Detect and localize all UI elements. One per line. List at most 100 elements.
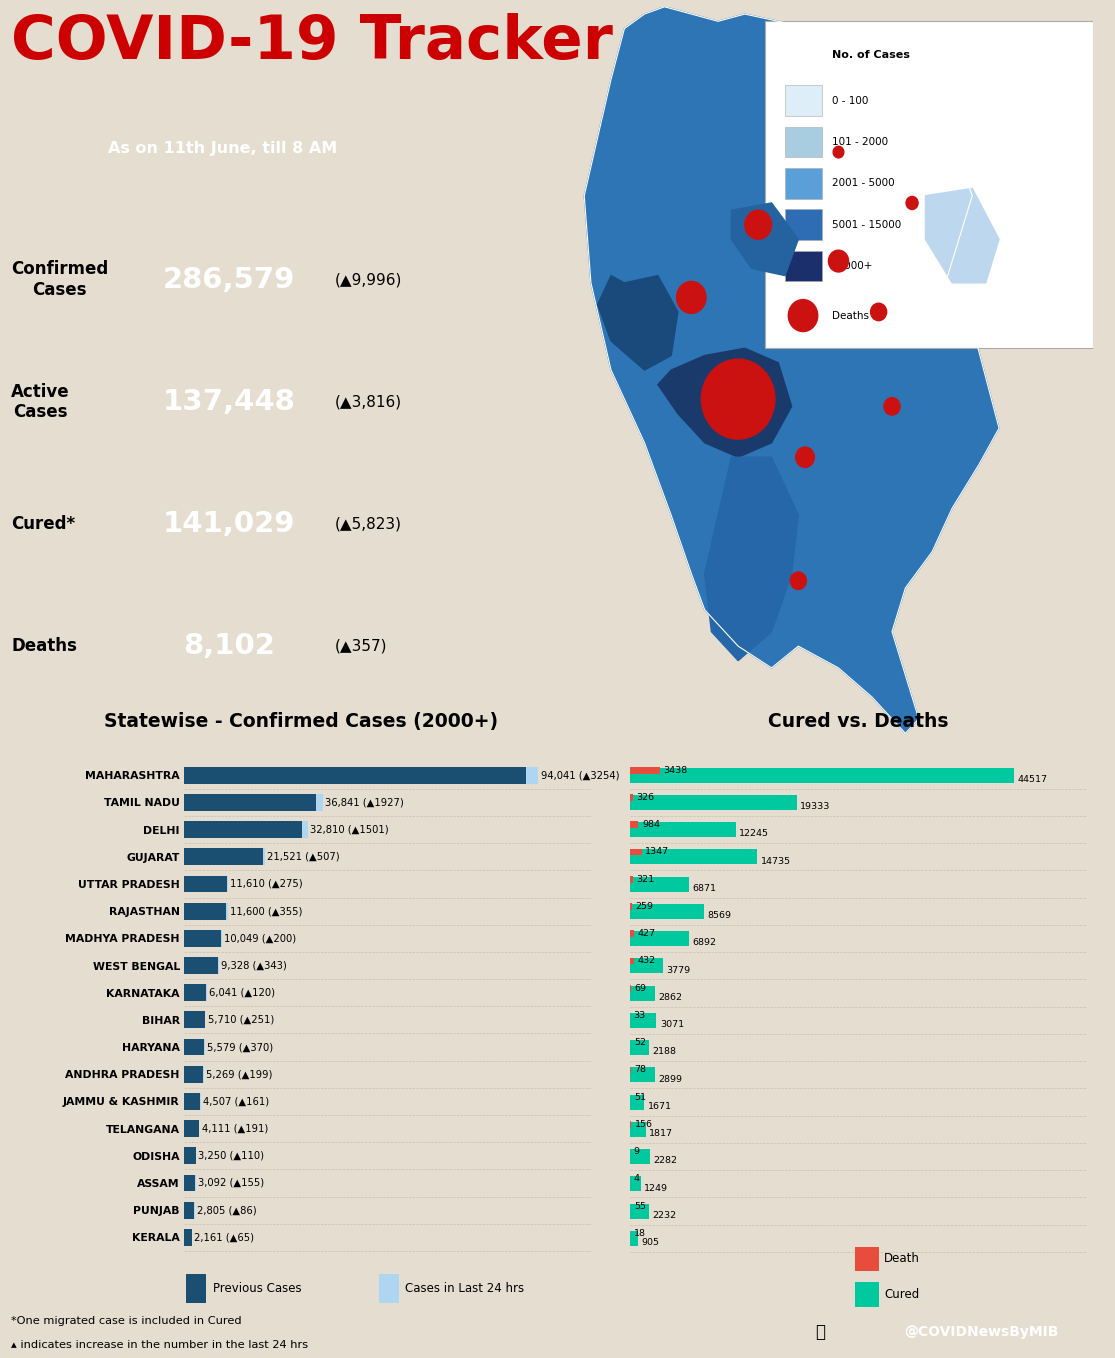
Text: ▴ indicates increase in the number in the last 24 hrs: ▴ indicates increase in the number in th… <box>11 1340 308 1350</box>
Bar <box>184 1093 201 1109</box>
Bar <box>630 957 633 964</box>
Bar <box>184 1066 203 1082</box>
Polygon shape <box>658 348 792 458</box>
Text: 5001 - 15000: 5001 - 15000 <box>832 220 901 230</box>
Text: 1671: 1671 <box>648 1101 672 1111</box>
Bar <box>379 1274 399 1304</box>
Bar <box>184 1175 195 1191</box>
Bar <box>630 767 660 774</box>
Polygon shape <box>705 458 798 660</box>
Text: (▲9,996): (▲9,996) <box>334 272 401 288</box>
Bar <box>630 822 639 828</box>
Text: 2188: 2188 <box>652 1047 677 1057</box>
Text: Cured: Cured <box>884 1287 920 1301</box>
Text: 9,328 (▲343): 9,328 (▲343) <box>222 960 288 971</box>
Text: 6,041 (▲120): 6,041 (▲120) <box>209 987 275 998</box>
Bar <box>785 168 822 198</box>
Text: (▲5,823): (▲5,823) <box>334 516 401 532</box>
Bar <box>184 930 221 947</box>
Bar <box>785 251 822 281</box>
Text: 2899: 2899 <box>659 1074 682 1084</box>
Bar <box>302 822 308 838</box>
Bar <box>184 957 217 974</box>
Bar <box>630 849 757 864</box>
Bar <box>630 794 797 809</box>
Text: Active
Cases: Active Cases <box>11 383 70 421</box>
Circle shape <box>833 147 844 158</box>
Bar <box>184 822 302 838</box>
Bar <box>630 1176 641 1191</box>
Text: COVID-19 Tracker: COVID-19 Tracker <box>11 14 613 72</box>
Bar <box>630 1230 638 1245</box>
Text: 15000+: 15000+ <box>832 261 873 272</box>
Bar <box>184 767 526 784</box>
Text: 2,161 (▲65): 2,161 (▲65) <box>194 1232 254 1243</box>
Text: 5,579 (▲370): 5,579 (▲370) <box>207 1042 273 1052</box>
FancyBboxPatch shape <box>765 22 1093 348</box>
Text: Death: Death <box>884 1252 920 1266</box>
Bar <box>630 876 632 883</box>
Text: Confirmed
Cases: Confirmed Cases <box>11 261 108 299</box>
Bar <box>184 794 316 811</box>
Text: 3,250 (▲110): 3,250 (▲110) <box>198 1150 264 1161</box>
Text: 6892: 6892 <box>692 938 717 948</box>
Text: 32,810 (▲1501): 32,810 (▲1501) <box>310 824 388 835</box>
Text: 4,111 (▲191): 4,111 (▲191) <box>202 1123 268 1134</box>
Circle shape <box>871 303 886 320</box>
Text: 1347: 1347 <box>646 847 669 857</box>
Circle shape <box>796 447 814 467</box>
Bar <box>184 1120 198 1137</box>
Circle shape <box>701 359 775 439</box>
Bar <box>630 1067 655 1082</box>
Bar <box>204 1039 205 1055</box>
Text: 11,610 (▲275): 11,610 (▲275) <box>230 879 302 889</box>
Text: 2862: 2862 <box>658 993 682 1002</box>
Bar <box>630 959 662 974</box>
Text: (▲3,816): (▲3,816) <box>334 394 401 410</box>
Text: 78: 78 <box>634 1066 646 1074</box>
Bar <box>263 849 265 865</box>
Text: 5,269 (▲199): 5,269 (▲199) <box>206 1069 272 1080</box>
Polygon shape <box>731 202 798 276</box>
Bar <box>184 985 206 1001</box>
Bar <box>316 794 323 811</box>
Polygon shape <box>598 276 678 369</box>
Text: 52: 52 <box>633 1038 646 1047</box>
Bar <box>184 1039 204 1055</box>
Circle shape <box>745 210 772 239</box>
Text: 156: 156 <box>634 1120 652 1128</box>
Text: 55: 55 <box>634 1202 646 1210</box>
Text: 984: 984 <box>642 820 660 830</box>
Text: 44517: 44517 <box>1017 775 1047 784</box>
Text: 427: 427 <box>637 929 656 938</box>
Text: 321: 321 <box>637 875 655 884</box>
Bar <box>630 1120 631 1127</box>
Text: 94,041 (▲3254): 94,041 (▲3254) <box>541 770 619 781</box>
Bar <box>630 1122 646 1137</box>
Text: 6871: 6871 <box>692 884 717 894</box>
Text: 21,521 (▲507): 21,521 (▲507) <box>268 851 340 862</box>
Bar <box>630 849 641 856</box>
Text: Statewise - Confirmed Cases (2000+): Statewise - Confirmed Cases (2000+) <box>104 712 498 731</box>
Text: 33: 33 <box>633 1010 646 1020</box>
Bar <box>630 822 736 837</box>
Bar <box>630 903 632 910</box>
Text: 432: 432 <box>637 956 656 966</box>
Bar <box>630 1040 649 1055</box>
Text: 12245: 12245 <box>739 830 769 838</box>
Text: 137,448: 137,448 <box>163 388 295 416</box>
Circle shape <box>884 398 900 416</box>
Text: 141,029: 141,029 <box>163 511 295 538</box>
Text: 101 - 2000: 101 - 2000 <box>832 137 888 147</box>
Text: 19333: 19333 <box>801 803 831 811</box>
Text: 10,049 (▲200): 10,049 (▲200) <box>224 933 297 944</box>
Bar <box>630 1095 644 1109</box>
Text: As on 11th June, till 8 AM: As on 11th June, till 8 AM <box>108 140 338 156</box>
Text: 3438: 3438 <box>663 766 687 774</box>
Bar <box>526 767 539 784</box>
Text: 326: 326 <box>637 793 655 801</box>
Text: 2282: 2282 <box>653 1157 677 1165</box>
Text: 2001 - 5000: 2001 - 5000 <box>832 178 894 189</box>
Circle shape <box>828 250 849 272</box>
Circle shape <box>677 281 706 314</box>
